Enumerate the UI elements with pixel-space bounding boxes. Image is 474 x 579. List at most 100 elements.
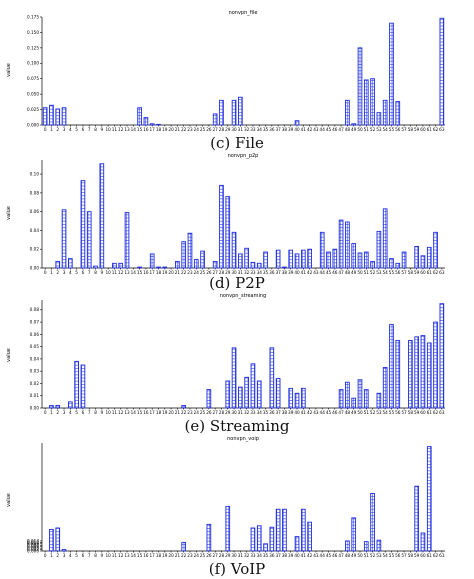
y-tick-label: 0.02 bbox=[30, 247, 40, 252]
x-tick-label: 10 bbox=[105, 127, 111, 132]
bar bbox=[275, 508, 281, 552]
x-tick-label: 23 bbox=[187, 270, 193, 275]
x-tick-label: 38 bbox=[282, 410, 288, 415]
x-tick-label: 37 bbox=[275, 410, 281, 415]
bar bbox=[124, 212, 130, 269]
x-tick-label: 33 bbox=[250, 410, 256, 415]
x-tick-label: 11 bbox=[112, 270, 118, 275]
bar bbox=[307, 521, 312, 552]
bar bbox=[149, 253, 155, 269]
x-tick-label: 60 bbox=[420, 270, 426, 275]
bar bbox=[420, 532, 426, 552]
x-tick-label: 50 bbox=[357, 553, 363, 558]
bar bbox=[263, 251, 268, 269]
bar bbox=[206, 523, 212, 552]
x-tick-label: 34 bbox=[257, 553, 263, 558]
x-tick-label: 7 bbox=[88, 127, 91, 132]
x-tick-label: 44 bbox=[320, 127, 326, 132]
x-tick-label: 47 bbox=[338, 553, 344, 558]
bar bbox=[149, 123, 155, 126]
bar bbox=[370, 78, 375, 126]
bar-chart-streaming: 0.000.010.020.030.040.050.060.070.080 1 2 3… bbox=[30, 300, 445, 415]
x-tick-label: 55 bbox=[389, 270, 395, 275]
bar bbox=[238, 96, 243, 126]
bar bbox=[376, 539, 382, 552]
x-tick-label: 27 bbox=[212, 127, 218, 132]
x-tick-label: 42 bbox=[307, 127, 313, 132]
bar bbox=[67, 401, 73, 409]
x-tick-label: 7 bbox=[88, 553, 91, 558]
y-tick-label: 0.014 bbox=[27, 538, 39, 543]
bar-chart-p2p: 0.000.020.040.060.080.100 1 2 3 4 5 6 7 8 9 10 11 12… bbox=[30, 160, 445, 275]
bar bbox=[351, 123, 357, 126]
bar bbox=[49, 528, 54, 552]
bar bbox=[225, 196, 231, 269]
x-tick-label: 26 bbox=[206, 127, 212, 132]
x-tick-label: 37 bbox=[275, 553, 281, 558]
bar bbox=[370, 260, 375, 269]
x-tick-label: 31 bbox=[238, 410, 244, 415]
x-tick-label: 17 bbox=[150, 553, 156, 558]
y-tick-label: 0.050 bbox=[27, 92, 39, 97]
x-tick-label: 54 bbox=[383, 410, 389, 415]
bar bbox=[250, 363, 256, 409]
y-tick-label: 0.01 bbox=[30, 393, 40, 398]
x-tick-label: 29 bbox=[225, 553, 231, 558]
x-tick-label: 53 bbox=[376, 410, 382, 415]
y-tick-label: 0.06 bbox=[30, 332, 40, 337]
y-tick-label: 0.03 bbox=[30, 369, 40, 374]
bar bbox=[376, 392, 382, 409]
x-tick-label: 30 bbox=[231, 553, 237, 558]
x-tick-label: 36 bbox=[269, 127, 275, 132]
bar bbox=[382, 99, 388, 126]
x-tick-label: 17 bbox=[150, 270, 156, 275]
bar bbox=[345, 381, 350, 409]
bar bbox=[156, 123, 161, 126]
x-tick-label: 53 bbox=[376, 127, 382, 132]
x-tick-label: 54 bbox=[383, 553, 389, 558]
bar bbox=[212, 260, 218, 269]
x-tick-label: 63 bbox=[439, 553, 445, 558]
y-tick-label: 0.05 bbox=[30, 344, 40, 349]
bar bbox=[42, 107, 48, 126]
x-tick-label: 58 bbox=[408, 127, 414, 132]
bar bbox=[61, 549, 67, 552]
y-tick-label: 0.008 bbox=[27, 543, 39, 548]
x-tick-label: 39 bbox=[288, 270, 294, 275]
x-tick-label: 19 bbox=[162, 127, 168, 132]
x-tick-label: 35 bbox=[263, 410, 269, 415]
bar bbox=[395, 340, 401, 409]
bar bbox=[357, 252, 363, 269]
y-tick-label: 0.00 bbox=[30, 405, 40, 410]
x-tick-label: 59 bbox=[414, 127, 420, 132]
bar bbox=[225, 380, 231, 409]
x-tick-label: 51 bbox=[364, 553, 370, 558]
y-tick-label: 0.012 bbox=[27, 540, 39, 545]
x-tick-label: 58 bbox=[408, 410, 414, 415]
x-tick-label: 14 bbox=[131, 270, 137, 275]
x-tick-label: 34 bbox=[257, 410, 263, 415]
panel-caption: (e) Streaming bbox=[185, 417, 290, 435]
x-tick-label: 49 bbox=[351, 410, 357, 415]
x-tick-label: 12 bbox=[118, 410, 124, 415]
bar bbox=[231, 231, 237, 269]
bar bbox=[357, 47, 363, 126]
x-tick-label: 2 bbox=[56, 270, 59, 275]
x-tick-label: 50 bbox=[357, 410, 363, 415]
bar bbox=[219, 184, 224, 269]
x-tick-label: 24 bbox=[194, 553, 200, 558]
bar bbox=[439, 17, 445, 126]
x-tick-label: 36 bbox=[269, 553, 275, 558]
y-tick-label: 0.125 bbox=[27, 45, 39, 50]
x-tick-label: 28 bbox=[219, 553, 225, 558]
x-tick-label: 31 bbox=[238, 270, 244, 275]
x-tick-label: 42 bbox=[307, 553, 313, 558]
x-tick-label: 29 bbox=[225, 270, 231, 275]
x-tick-label: 48 bbox=[345, 410, 351, 415]
bar bbox=[288, 249, 294, 269]
x-tick-label: 29 bbox=[225, 127, 231, 132]
x-tick-label: 20 bbox=[168, 127, 174, 132]
bar bbox=[351, 397, 357, 409]
x-tick-label: 45 bbox=[326, 270, 332, 275]
x-tick-label: 51 bbox=[364, 127, 370, 132]
